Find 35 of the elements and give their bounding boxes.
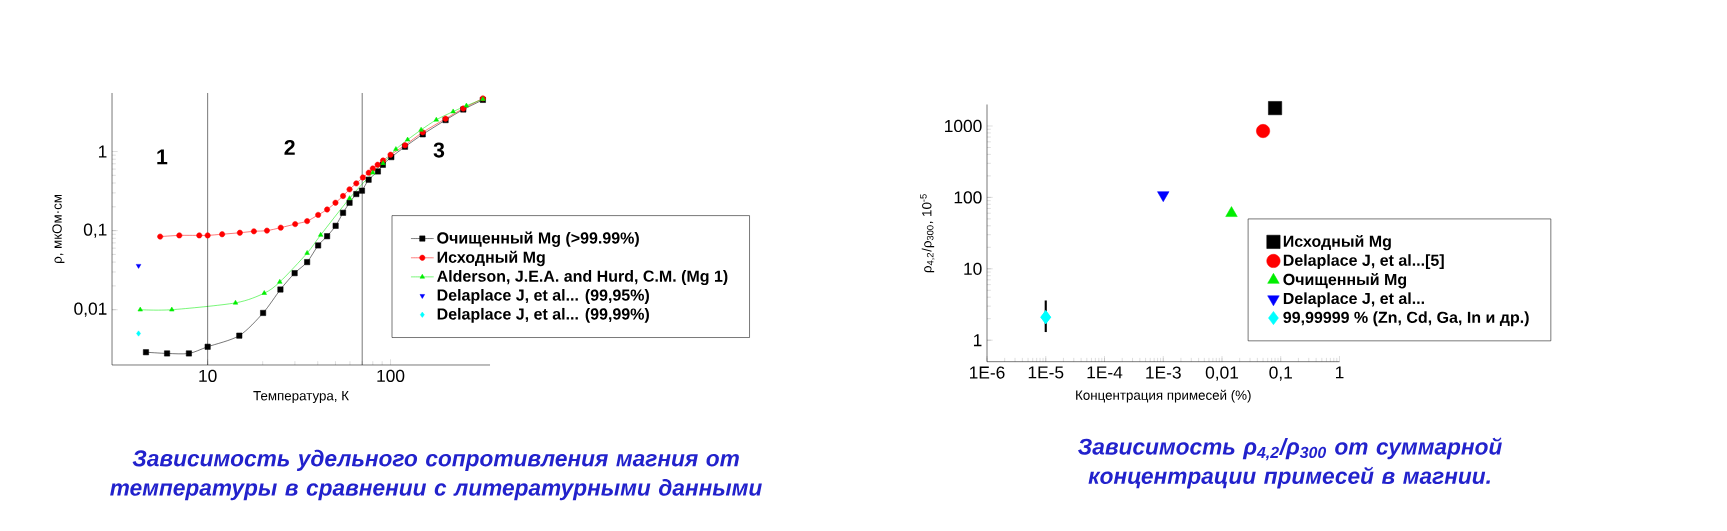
x-tick-label: 1 [1336, 366, 1344, 379]
annotation: 3 [433, 142, 445, 158]
y-axis-title: ρ, мкОм·см [52, 194, 65, 264]
annotation: 2 [284, 139, 295, 155]
x-tick-label: 0,01 [1205, 366, 1239, 381]
y-axis-title: ρ$_{4,2}$/ρ$_{300}$, 10$^{-5}$ [920, 194, 935, 273]
x-tick-label: 1E-6 [970, 366, 1005, 379]
legend-label: Delaplace J, et al...[5] [1283, 254, 1444, 270]
legend-label: Исходный Mg [437, 250, 545, 267]
y-tick-label: 1000 [945, 119, 982, 133]
x-axis-title: Концентрация примесей (%) [1076, 389, 1251, 403]
y-tick-label: 0,01 [74, 302, 107, 317]
legend-label: Delaplace J, et al... (99,99%) [437, 307, 649, 323]
legend-label: Исходный Mg [1283, 234, 1391, 251]
y-tick-label: 10 [964, 262, 982, 275]
legend-label: Alderson, J.E.A. and Hurd, C.M. (Mg 1) [437, 270, 728, 286]
legend-label: 99,99999 % (Zn, Cd, Ga, In и др.) [1283, 311, 1529, 327]
x-tick-label: 1E-4 [1087, 366, 1123, 379]
legend-label: Delaplace J, et al... [1283, 292, 1424, 308]
text: Зависимость удельного сопротивления магния от температуры в сравнении с литературными данными [110, 449, 762, 501]
x-axis-title: Температура, К [253, 391, 349, 404]
x-tick-label: 1E-5 [1028, 366, 1064, 379]
text: Зависимость ρ$_{4,2}$/ρ$_{300}$ от суммарной концентрации примесей в магнии. [1078, 437, 1502, 489]
y-tick-label: 1 [973, 334, 982, 347]
annotation: 1 [157, 149, 168, 165]
x-tick-label: 100 [377, 369, 405, 382]
y-tick-label: 1 [98, 145, 107, 158]
y-tick-label: 100 [954, 191, 982, 204]
legend-label: Delaplace J, et al... (99,95%) [437, 289, 649, 304]
y-tick-label: 0,1 [83, 223, 107, 238]
x-tick-label: 10 [199, 369, 217, 382]
legend-label: Очищенный Mg (>99.99%) [437, 231, 639, 247]
legend-label: Очищенный Mg [1283, 273, 1407, 289]
x-tick-label: 0,1 [1269, 366, 1292, 381]
x-tick-label: 1E-3 [1146, 366, 1181, 379]
